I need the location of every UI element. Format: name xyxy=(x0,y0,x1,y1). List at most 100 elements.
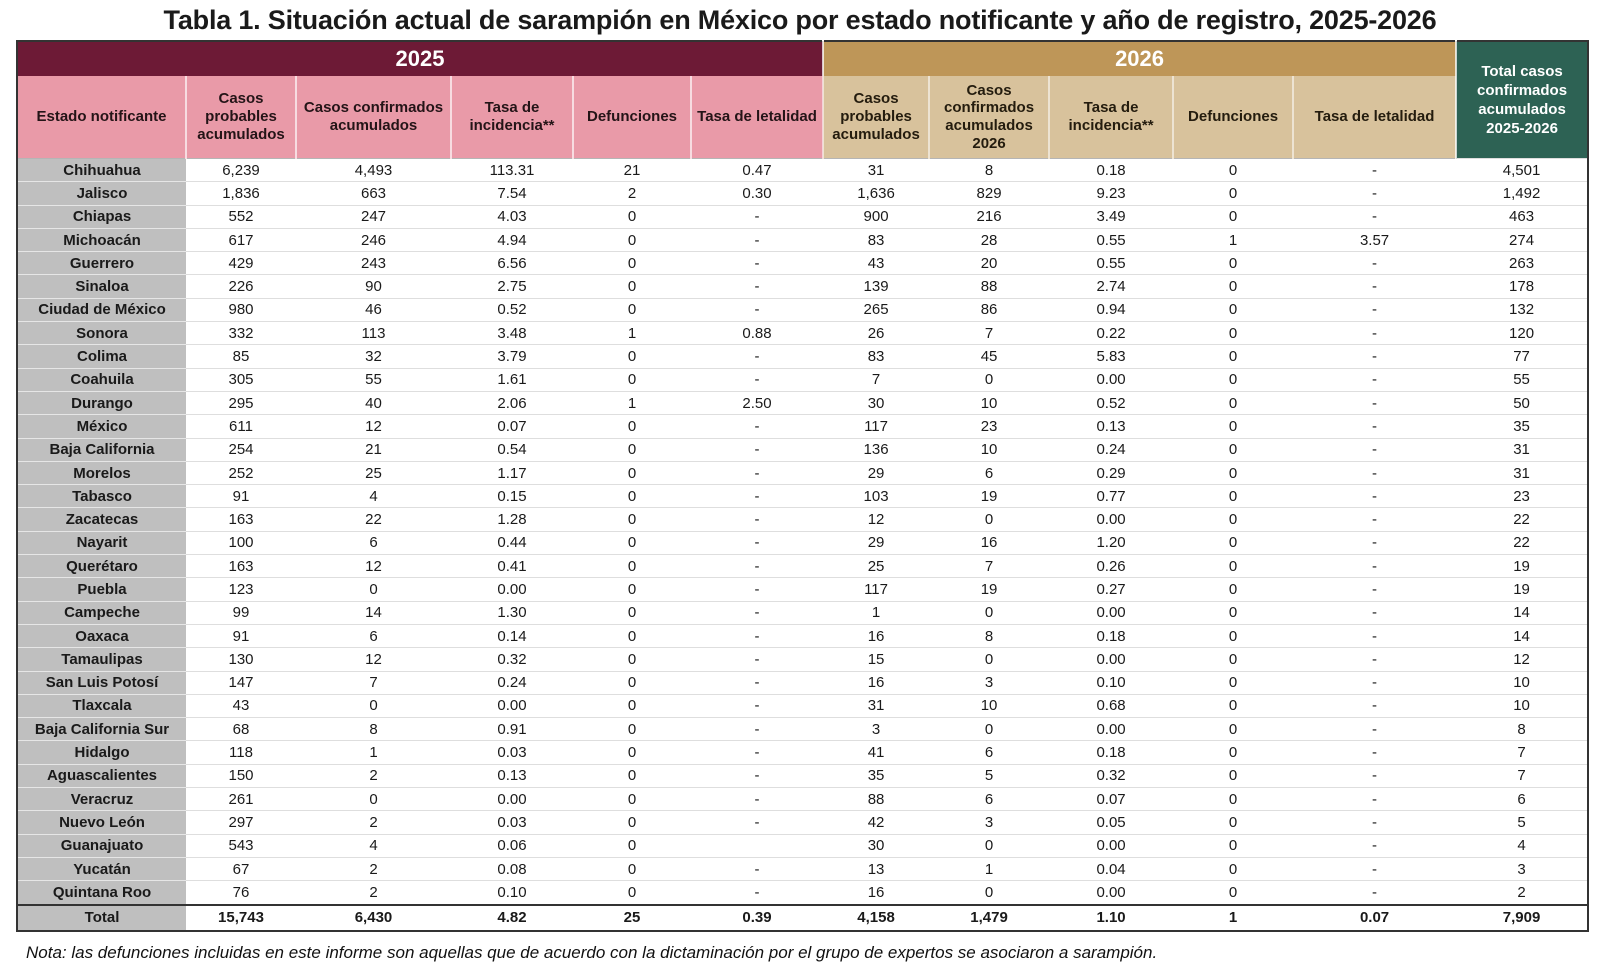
value-cell: 8 xyxy=(929,623,1050,648)
value-cell: - xyxy=(1293,577,1457,602)
col-header-2025-probables: Casos probables acumulados xyxy=(185,76,296,159)
value-cell: 6.56 xyxy=(451,251,573,275)
state-name-cell: Ciudad de México xyxy=(17,297,186,322)
value-cell: 16 xyxy=(929,530,1050,555)
value-cell: 429 xyxy=(186,251,296,275)
value-cell: 2 xyxy=(296,763,451,788)
value-cell: 1.17 xyxy=(451,460,573,485)
value-cell: 216 xyxy=(929,204,1050,229)
value-cell: 21 xyxy=(296,437,451,462)
value-cell: 0 xyxy=(929,880,1050,905)
value-cell: 0.27 xyxy=(1049,577,1174,602)
state-name-cell: Nayarit xyxy=(17,530,186,555)
value-cell: - xyxy=(1293,740,1457,765)
table-row: Campeche 99 14 1.30 0-1 0 0.00 0-14 xyxy=(17,600,1589,625)
total-value-cell: 178 xyxy=(1456,274,1589,299)
value-cell: 0.30 xyxy=(691,181,824,206)
value-cell: 123 xyxy=(186,577,296,602)
value-cell: 265 xyxy=(823,297,930,322)
table-row: Coahuila 305 55 1.61 0-7 0 0.00 0-55 xyxy=(17,367,1589,392)
total-value-cell: 35 xyxy=(1456,414,1589,439)
value-cell: 32 xyxy=(296,344,451,369)
value-cell: 0.94 xyxy=(1049,297,1174,322)
value-cell: 1,636 xyxy=(823,181,930,206)
value-cell: 6,430 xyxy=(296,903,451,931)
value-cell: 0.00 xyxy=(451,693,573,718)
value-cell: 6 xyxy=(929,740,1050,765)
total-value-cell: 7 xyxy=(1456,740,1589,765)
value-cell: - xyxy=(1293,204,1457,229)
value-cell: 21 xyxy=(573,157,691,182)
table-row: Chiapas 552 247 4.03 0-900 216 3.49 0-463 xyxy=(17,204,1589,229)
value-cell: 0 xyxy=(573,763,691,788)
value-cell: - xyxy=(691,880,824,905)
value-cell: 0 xyxy=(1173,717,1294,741)
value-cell: 0.55 xyxy=(1049,227,1174,252)
value-cell: 4 xyxy=(296,833,451,858)
value-cell: 0 xyxy=(1173,647,1294,672)
value-cell: 35 xyxy=(823,763,930,788)
value-cell: 0.32 xyxy=(451,647,573,672)
value-cell: 2 xyxy=(296,880,451,905)
value-cell: 0 xyxy=(1173,787,1294,811)
value-cell: - xyxy=(1293,157,1457,182)
value-cell: 0 xyxy=(1173,460,1294,485)
measles-state-table: 2025 2026 Total casos confirmados acumul… xyxy=(16,40,1590,932)
total-value-cell: 1,492 xyxy=(1456,181,1589,206)
value-cell: 0 xyxy=(573,833,691,858)
table-row: Zacatecas 163 22 1.28 0-12 0 0.00 0-22 xyxy=(17,507,1589,532)
value-cell: - xyxy=(691,577,824,602)
value-cell: - xyxy=(1293,367,1457,392)
table-row: Aguascalientes 150 2 0.13 0-35 5 0.32 0-7 xyxy=(17,763,1589,788)
value-cell: - xyxy=(691,693,824,718)
value-cell: 0 xyxy=(929,367,1050,392)
total-value-cell: 10 xyxy=(1456,693,1589,718)
year-2026-band: 2026 xyxy=(822,41,1457,76)
value-cell: 6 xyxy=(296,623,451,648)
value-cell: 0 xyxy=(1173,856,1294,881)
value-cell: 0 xyxy=(1173,390,1294,415)
state-name-cell: Chihuahua xyxy=(17,157,186,182)
state-name-cell: Puebla xyxy=(17,577,186,602)
col-header-2025-letalidad: Tasa de letalidad xyxy=(689,76,824,159)
value-cell: - xyxy=(1293,390,1457,415)
value-cell: - xyxy=(691,717,824,741)
value-cell: - xyxy=(1293,321,1457,345)
value-cell: 829 xyxy=(929,181,1050,206)
value-cell: - xyxy=(691,530,824,555)
value-cell: 99 xyxy=(186,600,296,625)
value-cell: 0.00 xyxy=(1049,600,1174,625)
value-cell: - xyxy=(691,763,824,788)
value-cell: 91 xyxy=(186,623,296,648)
value-cell: 0 xyxy=(573,647,691,672)
value-cell: - xyxy=(1293,623,1457,648)
value-cell: 0 xyxy=(296,693,451,718)
value-cell: - xyxy=(1293,787,1457,811)
value-cell: 0.39 xyxy=(691,903,824,931)
state-name-cell: Michoacán xyxy=(17,227,186,252)
state-name-cell: Yucatán xyxy=(17,856,186,881)
value-cell: 3 xyxy=(929,810,1050,835)
value-cell: 0.77 xyxy=(1049,484,1174,508)
total-value-cell: 132 xyxy=(1456,297,1589,322)
value-cell: - xyxy=(1293,414,1457,439)
value-cell: - xyxy=(1293,717,1457,741)
value-cell: 1 xyxy=(823,600,930,625)
table-row: Nuevo León 297 2 0.03 0-42 3 0.05 0-5 xyxy=(17,810,1589,835)
value-cell: 0 xyxy=(929,833,1050,858)
value-cell: 4.03 xyxy=(451,204,573,229)
value-cell: 0.00 xyxy=(451,577,573,602)
table-row: Sinaloa 226 90 2.75 0-139 88 2.74 0-178 xyxy=(17,274,1589,299)
value-cell: 13 xyxy=(823,856,930,881)
value-cell: 0.06 xyxy=(451,833,573,858)
value-cell: - xyxy=(691,344,824,369)
value-cell: 3 xyxy=(929,670,1050,695)
value-cell: 3.48 xyxy=(451,321,573,345)
value-cell: 611 xyxy=(186,414,296,439)
value-cell: 23 xyxy=(929,414,1050,439)
total-row: Total 15,743 6,430 4.82 25 0.39 4,158 1,479 1.10… xyxy=(17,903,1589,931)
state-name-cell: Hidalgo xyxy=(17,740,186,765)
value-cell: 0.05 xyxy=(1049,810,1174,835)
state-name-cell: Morelos xyxy=(17,460,186,485)
state-name-cell: Tlaxcala xyxy=(17,693,186,718)
